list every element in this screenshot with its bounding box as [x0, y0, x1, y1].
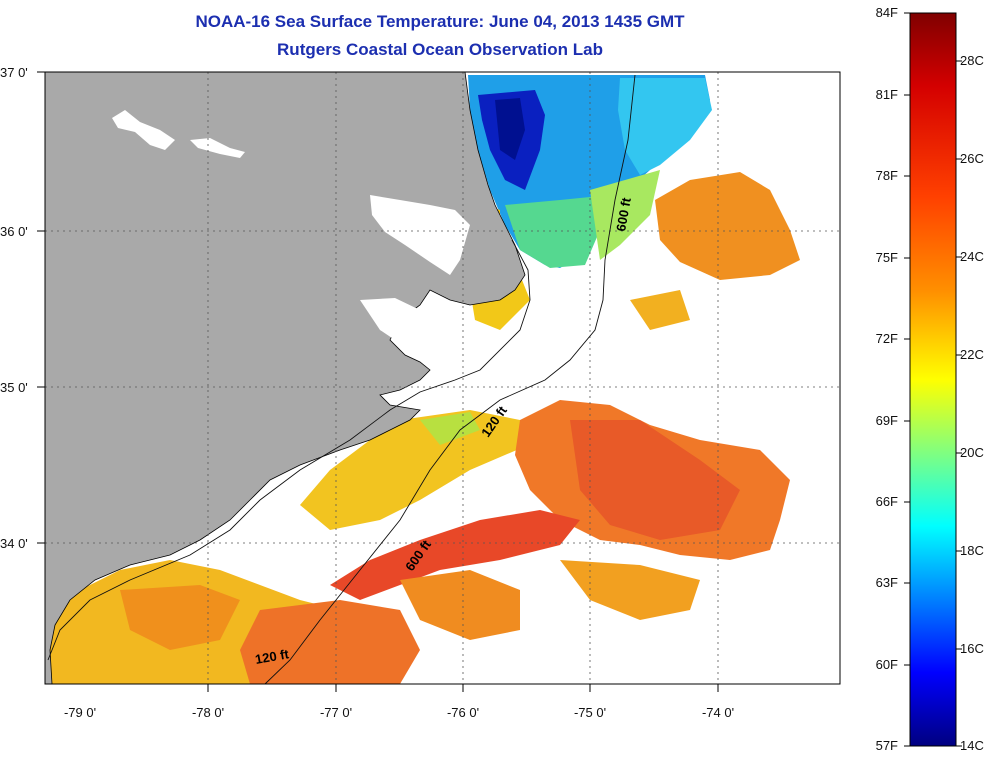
sound-water [370, 195, 470, 275]
latitude-label: 34 0' [0, 536, 28, 551]
cool-water-patch [618, 78, 712, 175]
warm-water-core [330, 510, 580, 600]
colorbar [909, 12, 957, 747]
map-frame [44, 71, 841, 685]
latitude-label: 35 0' [0, 380, 28, 395]
colorbar-label-c: 16C [960, 641, 984, 656]
colorbar-label-c: 24C [960, 249, 984, 264]
warm-water-patch [630, 290, 690, 330]
colorbar-label-f: 78F [875, 168, 898, 183]
colorbar-label-f: 63F [875, 575, 898, 590]
colorbar-label-f: 81F [875, 87, 898, 102]
colorbar-label-f: 75F [875, 250, 898, 265]
map-subtitle: Rutgers Coastal Ocean Observation Lab [277, 40, 603, 59]
latitude-label: 36 0' [0, 224, 28, 239]
longitude-label: -79 0' [63, 705, 97, 720]
axis-ticks [37, 71, 719, 692]
longitude-label: -77 0' [319, 705, 353, 720]
warm-water-patch [560, 560, 700, 620]
sst-field [45, 75, 800, 684]
map-title: NOAA-16 Sea Surface Temperature: June 04… [195, 12, 685, 31]
colorbar-label-f: 69F [875, 413, 898, 428]
longitude-label: -78 0' [191, 705, 225, 720]
isobath-lines [47, 74, 636, 685]
warm-water-core [570, 420, 740, 540]
colorbar-label-f: 72F [875, 331, 898, 346]
coastal-water-band [300, 410, 540, 530]
longitude-label: -74 0' [701, 705, 735, 720]
river [112, 110, 175, 150]
isobath-label: 120 ft [254, 646, 291, 667]
isobath-label: 600 ft [613, 196, 634, 233]
warm-water-patch [655, 172, 800, 280]
isobath-120ft [47, 239, 531, 661]
colorbar-label-c: 18C [960, 543, 984, 558]
isobath-600ft [264, 74, 636, 685]
colorbar-label-c: 22C [960, 347, 984, 362]
colorbar-label-c: 14C [960, 738, 984, 753]
warm-water-patch [120, 585, 240, 650]
colorbar-ticks [904, 12, 962, 747]
river [190, 138, 245, 158]
transitional-water-patch [590, 170, 660, 260]
colorbar-label-f: 60F [875, 657, 898, 672]
map-plot-area [45, 72, 840, 684]
warm-water-patch [240, 600, 420, 684]
longitude-label: -75 0' [573, 705, 607, 720]
graticule [45, 72, 840, 684]
colorbar-label-c: 26C [960, 151, 984, 166]
colorbar-label-c: 20C [960, 445, 984, 460]
colorbar-label-f: 84F [875, 5, 898, 20]
latitude-label: 37 0' [0, 65, 28, 80]
colorbar-label-f: 57F [875, 738, 898, 753]
sound-water [360, 298, 420, 340]
longitude-label: -76 0' [446, 705, 480, 720]
colorbar-label-f: 66F [875, 494, 898, 509]
cold-water-core [495, 98, 525, 160]
colorbar-label-c: 28C [960, 53, 984, 68]
warm-water-patch [400, 570, 520, 640]
coastal-water-band [420, 412, 480, 445]
